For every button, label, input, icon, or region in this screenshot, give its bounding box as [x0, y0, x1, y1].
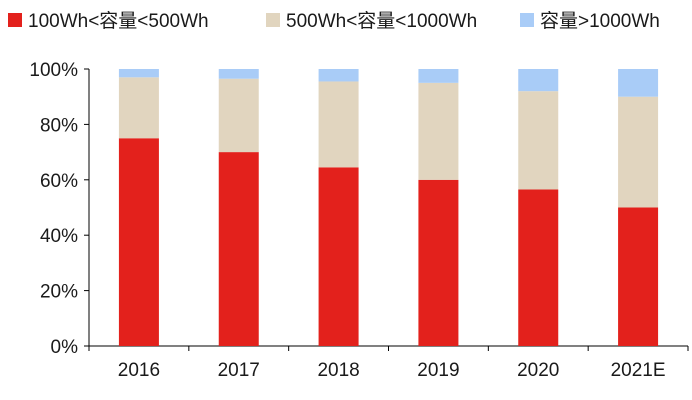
y-axis: 0% 20% 40% 60% 80% 100%: [29, 60, 90, 358]
y-tick-label: 40%: [40, 226, 78, 247]
y-tick-label: 0%: [51, 337, 79, 358]
x-tick-label: 2018: [317, 360, 359, 381]
legend: 100Wh<容量<500Wh 500Wh<容量<1000Wh 容量>1000Wh: [8, 10, 660, 32]
bar-stack: [418, 69, 459, 346]
bar-segment: [618, 207, 659, 346]
legend-swatch: [8, 13, 22, 27]
bar-segment: [518, 69, 559, 92]
bar-segment: [218, 69, 259, 79]
bar-segment: [218, 152, 259, 346]
x-tick-label: 2016: [118, 360, 160, 381]
x-tick-label: 2020: [517, 360, 559, 381]
bar-segment: [618, 69, 659, 97]
bar-segment: [318, 167, 359, 346]
bar-segment: [118, 69, 159, 78]
bar-segment: [318, 69, 359, 82]
bar-segment: [418, 179, 459, 346]
bar-segment: [118, 138, 159, 346]
bar-stack: [218, 69, 259, 346]
x-tick-label: 2017: [218, 360, 260, 381]
legend-swatch: [520, 13, 534, 27]
y-tick-label: 20%: [40, 282, 78, 303]
bar-segment: [218, 78, 259, 153]
legend-label: 500Wh<容量<1000Wh: [286, 10, 477, 32]
bar-segment: [118, 77, 159, 139]
bar-segment: [618, 96, 659, 208]
bar-stack: [118, 69, 159, 346]
legend-label: 100Wh<容量<500Wh: [28, 10, 209, 32]
bar-segment: [518, 189, 559, 346]
legend-item: 500Wh<容量<1000Wh: [266, 10, 477, 32]
legend-label: 容量>1000Wh: [540, 10, 660, 32]
bar-segment: [418, 82, 459, 180]
bar-stack: [518, 69, 559, 346]
x-tick-label: 2019: [417, 360, 459, 381]
bar-segment: [518, 91, 559, 190]
legend-swatch: [266, 13, 280, 27]
bar-segment: [318, 81, 359, 168]
y-tick-label: 60%: [40, 171, 78, 192]
y-tick-label: 100%: [29, 60, 78, 81]
x-axis: 2016 2017 2018 2019 2020 2021E: [88, 345, 689, 381]
legend-item: 容量>1000Wh: [520, 10, 660, 32]
y-tick-label: 80%: [40, 115, 78, 136]
legend-item: 100Wh<容量<500Wh: [8, 10, 209, 32]
x-tick-label: 2021E: [611, 360, 666, 381]
bar-stack: [618, 69, 659, 346]
bar-stack: [318, 69, 359, 346]
bars: [118, 69, 659, 346]
bar-segment: [418, 69, 459, 83]
